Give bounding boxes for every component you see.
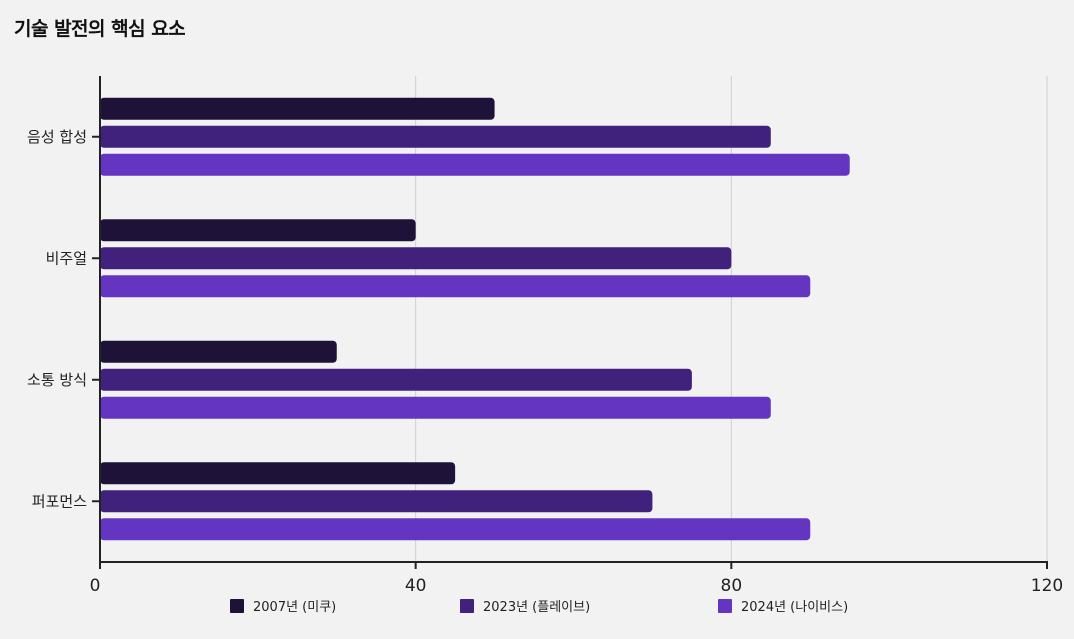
bar-2-series-2 xyxy=(100,247,732,270)
y-tick-label-1: 음성 합성 xyxy=(27,128,87,146)
bar-3-series-3 xyxy=(100,396,771,419)
legend-label-2: 2023년 (플레이브) xyxy=(483,600,591,615)
chart-title: 기술 발전의 핵심 요소 xyxy=(14,18,186,40)
bar-4-series-1 xyxy=(100,462,456,485)
x-tick-label-40: 40 xyxy=(405,576,427,596)
bar-3-series-1 xyxy=(100,340,337,363)
x-tick-label-80: 80 xyxy=(721,576,743,596)
y-tick-label-3: 소통 방식 xyxy=(27,371,87,389)
bar-2-series-1 xyxy=(100,219,416,242)
legend-item-2: 2023년 (플레이브) xyxy=(460,596,590,615)
legend-swatch-2 xyxy=(460,598,474,613)
legend-label-1: 2007년 (미쿠) xyxy=(253,600,337,615)
bar-4-series-2 xyxy=(100,490,653,513)
x-tick-label-120: 120 xyxy=(1031,576,1063,596)
legend-swatch-1 xyxy=(230,598,244,613)
chart-legend: 2007년 (미쿠) 2023년 (플레이브) 2024년 (나이비스) xyxy=(0,596,1074,618)
bar-1-series-2 xyxy=(100,125,771,148)
x-tick-label-0: 0 xyxy=(90,576,101,596)
y-tick-label-4: 퍼포먼스 xyxy=(32,492,87,510)
legend-swatch-3 xyxy=(718,598,732,613)
bar-1-series-3 xyxy=(100,153,850,176)
bar-1-series-1 xyxy=(100,97,495,120)
bar-4-series-3 xyxy=(100,518,811,541)
legend-label-3: 2024년 (나이비스) xyxy=(741,600,849,615)
bar-3-series-2 xyxy=(100,368,692,391)
legend-item-1: 2007년 (미쿠) xyxy=(230,596,336,615)
legend-item-3: 2024년 (나이비스) xyxy=(718,596,848,615)
y-tick-label-2: 비주얼 xyxy=(46,249,87,267)
bar-2-series-3 xyxy=(100,275,811,298)
